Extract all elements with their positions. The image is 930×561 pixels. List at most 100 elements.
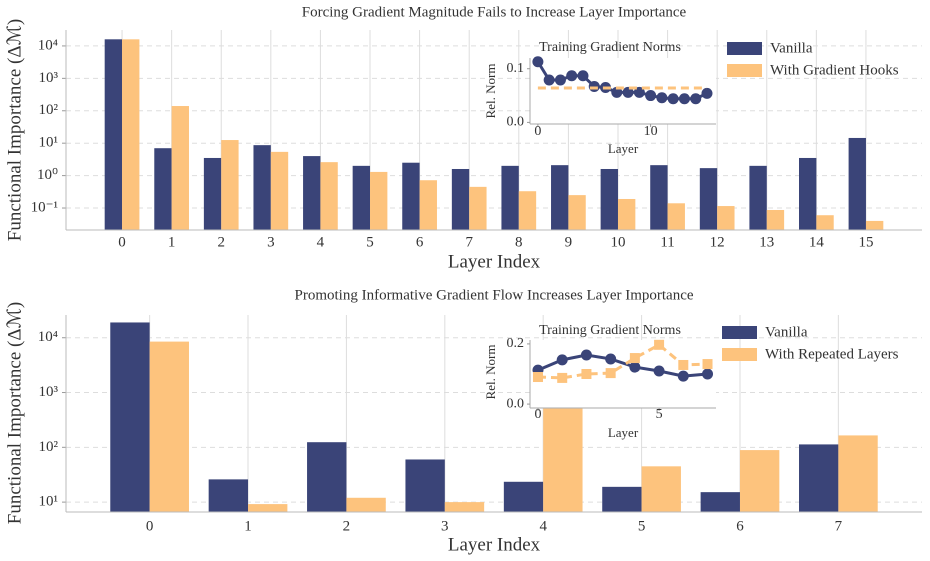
x-tick-label: 10: [644, 124, 658, 139]
bar: [799, 157, 817, 230]
chart-title: Training Gradient Norms: [539, 323, 681, 338]
bar: [699, 168, 718, 230]
legend-label: With Repeated Layers: [765, 346, 899, 362]
legend-swatch: [727, 42, 762, 55]
bar: [749, 165, 767, 230]
x-axis-label: Layer Index: [448, 534, 541, 555]
marker: [532, 56, 544, 68]
y-axis-label: Rel. Norm: [483, 345, 498, 400]
bar: [303, 156, 321, 230]
legend-swatch: [727, 64, 762, 77]
x-tick-label: 12: [710, 234, 725, 250]
bar: [203, 157, 222, 230]
marker: [653, 365, 665, 377]
bar: [419, 180, 437, 230]
bar: [122, 39, 140, 230]
bar: [766, 209, 785, 230]
bar: [444, 502, 485, 512]
bar: [154, 148, 172, 230]
x-tick-label: 4: [539, 518, 547, 534]
bar: [104, 39, 123, 230]
y-tick-label: 10⁰: [37, 167, 58, 183]
y-tick-label: 0.1: [507, 61, 525, 76]
bar: [253, 145, 271, 230]
bar: [641, 466, 681, 512]
bar: [270, 151, 289, 230]
marker: [554, 74, 566, 86]
marker: [702, 368, 714, 380]
marker: [654, 339, 665, 350]
x-tick-label: 0: [118, 234, 126, 250]
marker: [557, 372, 568, 383]
bar: [402, 162, 420, 230]
bar: [405, 459, 445, 512]
legend-swatch: [722, 348, 757, 361]
marker: [678, 359, 689, 370]
marker: [690, 93, 702, 105]
chart-title: Promoting Informative Gradient Flow Incr…: [294, 287, 693, 303]
x-tick-label: 3: [441, 518, 449, 534]
chart-title: Training Gradient Norms: [539, 40, 681, 55]
x-tick-label: 2: [343, 518, 351, 534]
marker: [577, 70, 589, 82]
marker: [633, 86, 645, 98]
bar: [543, 408, 583, 512]
bar: [865, 220, 884, 230]
marker: [677, 370, 689, 382]
y-axis-label: Rel. Norm: [483, 64, 498, 119]
marker: [629, 353, 640, 364]
x-tick-label: 14: [809, 234, 825, 250]
bar: [503, 481, 544, 512]
series-line: [536, 60, 708, 101]
x-tick-label: 1: [168, 234, 176, 250]
bar: [650, 165, 668, 230]
bar: [469, 186, 487, 230]
y-tick-label: 10⁴: [38, 37, 58, 53]
legend-label: With Gradient Hooks: [770, 62, 899, 78]
bar: [149, 341, 189, 512]
x-tick-label: 15: [858, 234, 873, 250]
bar: [171, 106, 189, 230]
legend-label: Vanilla: [770, 40, 813, 56]
x-axis-label: Layer: [608, 425, 639, 440]
marker: [701, 87, 713, 99]
x-tick-label: 10: [610, 234, 625, 250]
y-tick-label: 0.0: [507, 115, 525, 130]
marker: [605, 368, 616, 379]
bar: [848, 137, 866, 230]
x-tick-label: 1: [244, 518, 252, 534]
marker: [622, 86, 634, 98]
bar: [320, 162, 338, 230]
bar: [617, 198, 636, 230]
marker: [629, 361, 641, 373]
y-tick-label: 10³: [39, 70, 59, 86]
bar: [518, 191, 537, 230]
bar: [370, 171, 388, 230]
marker: [580, 349, 592, 361]
x-axis-label: Layer Index: [448, 251, 541, 272]
bar: [816, 215, 834, 230]
x-tick-label: 13: [759, 234, 774, 250]
marker: [702, 359, 713, 370]
x-tick-label: 11: [660, 234, 674, 250]
x-tick-label: 3: [267, 234, 275, 250]
bar: [700, 492, 740, 512]
x-tick-label: 7: [465, 234, 473, 250]
x-tick-label: 0: [146, 518, 154, 534]
y-tick-label: 0.2: [507, 336, 525, 351]
legend-label: Vanilla: [765, 324, 808, 340]
bar: [739, 450, 780, 512]
marker: [667, 93, 679, 105]
y-tick-label: 10²: [39, 102, 59, 118]
y-tick-label: 10⁴: [38, 329, 58, 345]
marker: [543, 74, 555, 86]
x-tick-label: 6: [736, 518, 744, 534]
y-tick-label: 10³: [39, 384, 59, 400]
x-tick-label: 0: [534, 124, 541, 139]
y-tick-label: 10¹: [39, 135, 59, 151]
x-axis-label: Layer: [608, 141, 639, 156]
x-tick-label: 5: [656, 407, 663, 422]
marker: [588, 80, 600, 92]
x-tick-label: 4: [317, 234, 325, 250]
